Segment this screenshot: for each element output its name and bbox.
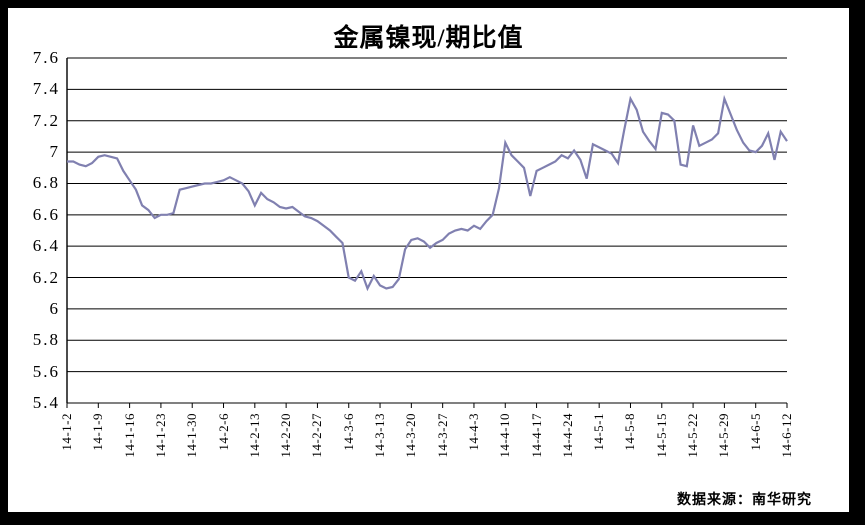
x-axis-label-14-4-17: 14-4-17 — [528, 413, 544, 458]
x-axis-label-14-4-10: 14-4-10 — [497, 413, 513, 458]
y-axis-label-7.6: 7.6 — [32, 48, 60, 67]
y-axis-label-5.4: 5.4 — [32, 393, 60, 412]
y-axis-label-6.8: 6.8 — [32, 173, 60, 193]
y-axis-label-6.2: 6.2 — [32, 267, 60, 287]
x-axis-label-14-5-15: 14-5-15 — [653, 413, 669, 458]
y-axis-label-7.4: 7.4 — [32, 79, 60, 99]
data-source-note: 数据来源：南华研究 — [677, 491, 812, 507]
x-axis-label-14-2-27: 14-2-27 — [309, 413, 325, 458]
x-axis-label-14-5-29: 14-5-29 — [716, 413, 732, 458]
chart-title: 金属镍现/期比值 — [333, 25, 524, 52]
x-axis-label-14-4-24: 14-4-24 — [559, 413, 575, 458]
x-axis-label-14-1-9: 14-1-9 — [90, 413, 106, 451]
y-axis-label-7: 7 — [49, 142, 60, 162]
x-axis-label-14-3-6: 14-3-6 — [340, 413, 356, 451]
x-axis-label-14-3-20: 14-3-20 — [403, 413, 419, 458]
x-axis-label-14-2-13: 14-2-13 — [246, 413, 262, 458]
line-chart-plot — [66, 57, 788, 408]
y-axis-label-6.6: 6.6 — [32, 204, 60, 224]
x-axis-label-14-6-12: 14-6-12 — [779, 413, 794, 458]
y-axis-label-5.8: 5.8 — [32, 330, 60, 350]
data-series-line — [67, 94, 788, 292]
x-axis-label-14-3-27: 14-3-27 — [434, 413, 450, 458]
x-axis-label-14-5-22: 14-5-22 — [685, 413, 701, 458]
x-axis-label-14-1-2: 14-1-2 — [59, 413, 74, 451]
y-axis-label-7.2: 7.2 — [32, 110, 60, 130]
x-axis-label-14-1-23: 14-1-23 — [152, 413, 168, 458]
y-axis-label-5.6: 5.6 — [32, 361, 60, 381]
x-axis-label-14-1-30: 14-1-30 — [184, 413, 200, 458]
x-axis-label-14-2-20: 14-2-20 — [278, 413, 294, 458]
x-axis-label-14-6-5: 14-6-5 — [747, 413, 763, 451]
x-axis-label-14-5-1: 14-5-1 — [591, 413, 607, 451]
chart-canvas: 金属镍现/期比值 7.6 7.4 7.2 7 6.8 6.6 6.4 6.2 6 5.8 5.6 5.… — [8, 8, 849, 512]
x-axis-label-14-4-3: 14-4-3 — [465, 413, 481, 451]
x-axis-label-14-2-6: 14-2-6 — [215, 413, 231, 451]
y-axis-label-6: 6 — [49, 298, 60, 318]
x-axis-label-14-5-8: 14-5-8 — [622, 413, 638, 451]
x-axis-label-14-1-16: 14-1-16 — [121, 413, 137, 458]
y-axis-label-6.4: 6.4 — [32, 236, 60, 256]
x-axis-label-14-3-13: 14-3-13 — [372, 413, 388, 458]
